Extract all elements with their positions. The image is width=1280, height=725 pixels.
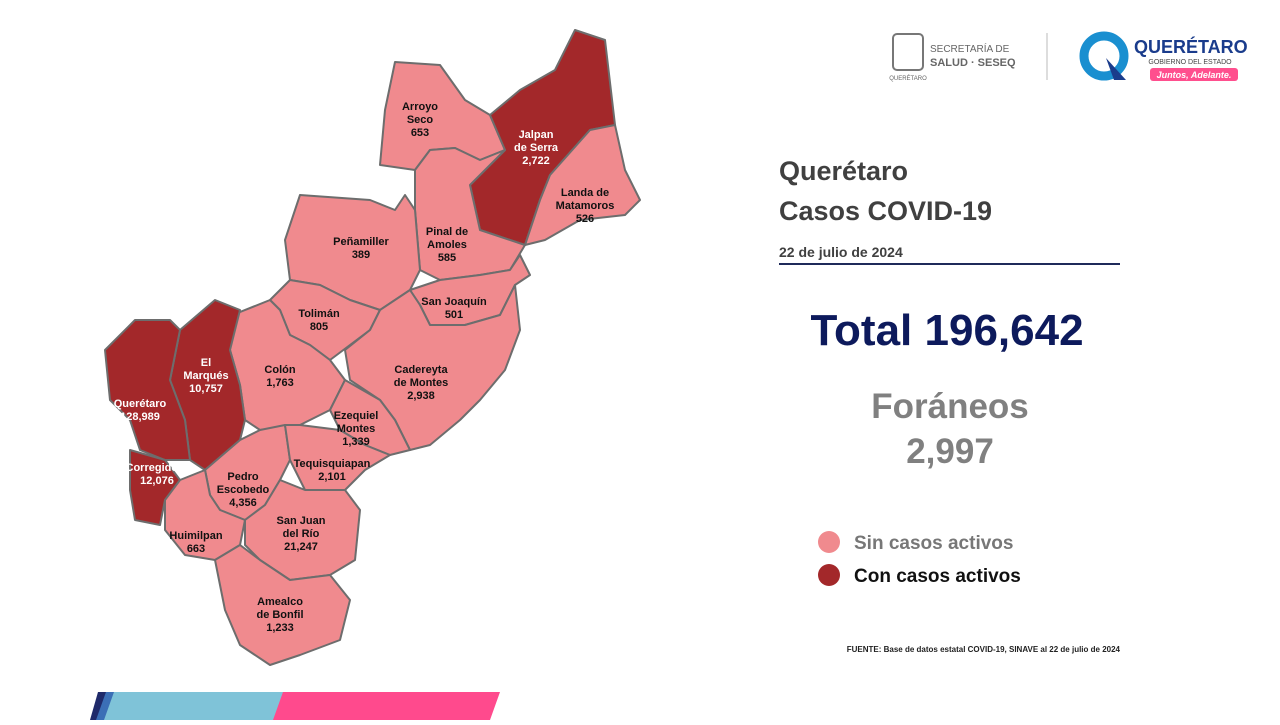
municipality-cases: 653 xyxy=(411,127,429,139)
legend-label: Con casos activos xyxy=(854,566,1021,587)
municipality-name: Marqués xyxy=(183,370,228,382)
municipality-cases: 526 xyxy=(576,213,594,225)
municipality-name: de Montes xyxy=(394,377,448,389)
municipality-name: Jalpan xyxy=(519,129,554,141)
municipality xyxy=(104,319,191,461)
foraneos-label: Foráneos xyxy=(871,387,1029,426)
municipality-cases: 10,757 xyxy=(189,383,223,395)
municipality-name: Colón xyxy=(264,364,295,376)
footer-band xyxy=(90,692,500,720)
municipality-name: Pedro xyxy=(227,471,258,483)
municipality-name: Querétaro xyxy=(114,398,167,410)
tag-bg xyxy=(1150,68,1238,81)
municipality-name: de Serra xyxy=(514,142,559,154)
municipality-cases: 1,233 xyxy=(266,622,294,634)
municipality-cases: 663 xyxy=(187,543,205,555)
municipality-cases: 585 xyxy=(438,252,456,264)
municipality-name: Tequisquiapan xyxy=(294,458,371,470)
municipality-name: Montes xyxy=(337,423,376,435)
municipality-name: Ezequiel xyxy=(334,410,379,422)
source: FUENTE: Base de datos estatal COVID-19, … xyxy=(847,645,1121,654)
logo-text: QUERÉTARO xyxy=(1134,36,1248,57)
municipality-name: Escobedo xyxy=(217,484,270,496)
municipality-cases: 12,076 xyxy=(140,475,174,487)
foraneos-value: 2,997 xyxy=(906,432,994,471)
municipality-cases: 1,763 xyxy=(266,377,294,389)
municipality-name: Matamoros xyxy=(556,200,615,212)
title: Casos COVID-19 xyxy=(779,196,992,226)
municipality-cases: 2,101 xyxy=(318,471,346,483)
legend-label: Sin casos activos xyxy=(854,533,1013,554)
health-logo: SECRETARÍA DE SALUD · SESEQ QUERÉTARO xyxy=(889,33,1048,82)
municipality-cases: 1,339 xyxy=(342,436,370,448)
municipality-name: Landa de xyxy=(561,187,609,199)
municipality-cases: 21,247 xyxy=(284,541,318,553)
legend-swatch xyxy=(818,564,840,586)
stripe xyxy=(273,692,500,720)
municipality-name: Amoles xyxy=(427,239,467,251)
crest xyxy=(892,33,924,71)
municipality-name: Corregidora xyxy=(126,462,190,474)
municipality-name: Arroyo xyxy=(402,101,438,113)
total: Total 196,642 xyxy=(810,306,1083,355)
municipality-name: El xyxy=(201,357,211,369)
logo-text: SALUD · SESEQ xyxy=(930,57,1016,69)
legend-swatch xyxy=(818,531,840,553)
logo-text: Juntos, Adelante. xyxy=(1157,70,1232,80)
municipality-cases: 2,722 xyxy=(522,155,550,167)
municipality xyxy=(524,124,641,246)
date: 22 de julio de 2024 xyxy=(779,244,903,260)
municipality-name: Seco xyxy=(407,114,434,126)
stripe xyxy=(104,692,285,720)
legend: Sin casos activos Con casos activos xyxy=(818,531,1021,587)
municipality xyxy=(284,424,391,491)
municipality-name: San Juan xyxy=(277,515,326,527)
logo-text: SECRETARÍA DE xyxy=(930,42,1010,55)
municipality xyxy=(344,284,521,451)
municipality-name: de Bonfil xyxy=(256,609,303,621)
municipality-cases: 2,938 xyxy=(407,390,435,402)
municipality-cases: 4,356 xyxy=(229,497,257,509)
municipality xyxy=(129,449,181,526)
logo-mark xyxy=(1079,31,1129,81)
municipality-cases: 128,989 xyxy=(120,411,160,423)
municipality-name: San Joaquín xyxy=(421,296,487,308)
municipality-name: Amealco xyxy=(257,596,303,608)
municipality-cases: 501 xyxy=(445,309,463,321)
logo-text: QUERÉTARO xyxy=(889,75,927,82)
state-logo: QUERÉTARO GOBIERNO DEL ESTADO Juntos, Ad… xyxy=(1079,31,1248,81)
municipality-cases: 389 xyxy=(352,249,370,261)
municipality-name: Cadereyta xyxy=(394,364,448,376)
municipality-name: Peñamiller xyxy=(333,236,389,248)
municipality-cases: 805 xyxy=(310,321,328,333)
logo-mark xyxy=(1106,58,1126,80)
municipality xyxy=(214,544,351,666)
municipality-name: Pinal de xyxy=(426,226,468,238)
municipality-name: Tolimán xyxy=(298,308,340,320)
municipality-name: Huimilpan xyxy=(169,530,222,542)
logo-text: GOBIERNO DEL ESTADO xyxy=(1148,59,1232,66)
title: Querétaro xyxy=(779,156,908,186)
municipality-name: del Río xyxy=(283,528,320,540)
